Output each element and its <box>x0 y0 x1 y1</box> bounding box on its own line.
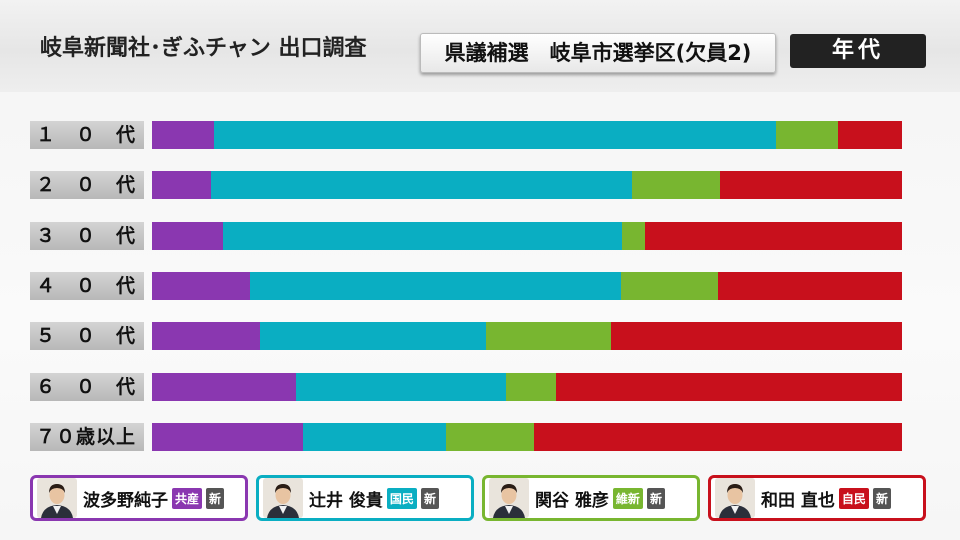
category-badge: 年代 <box>790 34 926 68</box>
bar-row <box>152 222 902 250</box>
party-badge: 自民 <box>838 487 869 509</box>
bar-row <box>152 373 902 401</box>
bar-segment <box>838 121 902 149</box>
row-label: １ ０ 代 <box>30 121 144 149</box>
status-badge: 新 <box>872 487 891 509</box>
bar-segment <box>214 121 776 149</box>
source-title: 岐阜新聞社･ぎふチャン 出口調査 <box>40 36 367 61</box>
candidate-photo-icon <box>489 478 529 518</box>
bar-segment <box>485 322 611 350</box>
bar-segment <box>152 322 260 350</box>
bar-segment <box>152 222 224 250</box>
status-badge: 新 <box>206 487 225 509</box>
party-badge: 共産 <box>172 487 203 509</box>
bar-row <box>152 272 902 300</box>
bar-segment <box>644 222 902 250</box>
bar-segment <box>152 272 250 300</box>
row-label: ７０歳以上 <box>30 423 144 451</box>
bar-segment <box>296 373 506 401</box>
bar-segment <box>260 322 486 350</box>
status-badge: 新 <box>646 487 665 509</box>
bar-segment <box>620 272 718 300</box>
bar-segment <box>719 171 902 199</box>
candidate-name: 辻井 俊貴 <box>309 490 383 511</box>
bar-segment <box>211 171 632 199</box>
row-label: ３ ０ 代 <box>30 222 144 250</box>
party-badge: 国民 <box>386 487 417 509</box>
bar-segment <box>632 171 720 199</box>
bar-row <box>152 423 902 451</box>
bar-segment <box>776 121 839 149</box>
bar-row <box>152 171 902 199</box>
row-label: ６ ０ 代 <box>30 373 144 401</box>
bar-segment <box>223 222 622 250</box>
row-label: ４ ０ 代 <box>30 272 144 300</box>
bar-segment <box>152 121 215 149</box>
candidate-photo-icon <box>37 478 77 518</box>
bar-row <box>152 322 902 350</box>
election-title: 県議補選 岐阜市選挙区(欠員2) <box>420 33 776 73</box>
party-badge: 維新 <box>612 487 643 509</box>
row-label: ２ ０ 代 <box>30 171 144 199</box>
legend-item: 和田 直也 自民新 <box>708 475 926 521</box>
bar-segment <box>446 423 534 451</box>
candidate-name: 波多野純子 <box>83 490 168 511</box>
row-label: ５ ０ 代 <box>30 322 144 350</box>
candidate-name: 関谷 雅彦 <box>535 490 609 511</box>
bar-segment <box>621 222 645 250</box>
bar-segment <box>249 272 621 300</box>
legend-item: 関谷 雅彦 維新新 <box>482 475 700 521</box>
bar-segment <box>533 423 902 451</box>
bar-segment <box>152 373 296 401</box>
legend-item: 辻井 俊貴 国民新 <box>256 475 474 521</box>
bar-segment <box>556 373 902 401</box>
bar-segment <box>611 322 902 350</box>
bar-segment <box>506 373 557 401</box>
candidate-photo-icon <box>263 478 303 518</box>
candidate-photo-icon <box>715 478 755 518</box>
bar-row <box>152 121 902 149</box>
bar-segment <box>152 423 303 451</box>
candidate-name: 和田 直也 <box>761 490 835 511</box>
status-badge: 新 <box>420 487 439 509</box>
bar-segment <box>717 272 902 300</box>
bar-segment <box>152 171 212 199</box>
bar-segment <box>302 423 446 451</box>
legend-item: 波多野純子 共産新 <box>30 475 248 521</box>
